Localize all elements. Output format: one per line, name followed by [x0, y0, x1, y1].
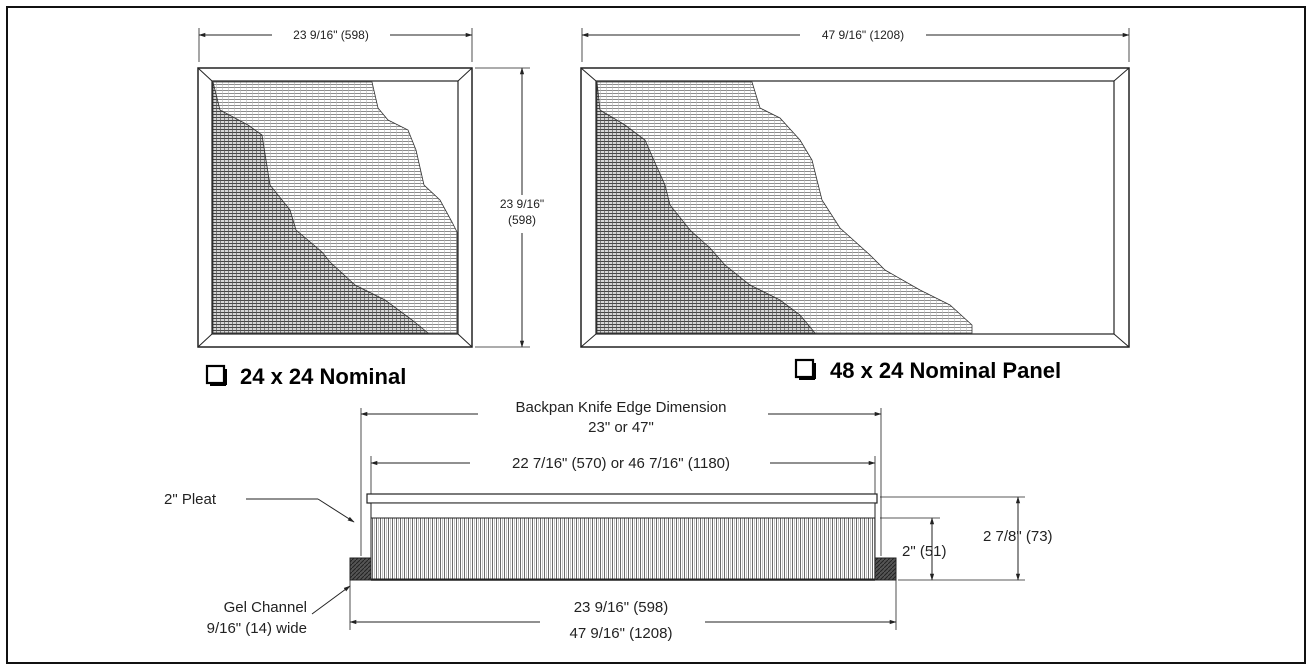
outer-width-label: 23 9/16" (598) [574, 599, 669, 616]
gel-channel-leader [311, 585, 351, 615]
pleat-height-label: 2" (51) [902, 543, 947, 560]
gel-channel-label: Gel Channel [224, 599, 307, 616]
gel-channel-right [874, 557, 897, 581]
panel-48-view: 47 9/16" (1208) 48 x 24 Nominal Panel [580, 27, 1130, 383]
panel-24-title: 24 x 24 Nominal [240, 364, 406, 389]
panel-24-width-label: 23 9/16" (598) [293, 28, 369, 42]
outer-width-metric-label: 47 9/16" (1208) [570, 625, 673, 642]
panel-24-view: 23 9/16" (598) 23 9/16" (598) 24 x 24 No… [197, 27, 547, 389]
panel-48-media-dark [596, 81, 816, 334]
section-view: Backpan Knife Edge Dimension 23" or 47" … [164, 398, 1053, 642]
panel-24-height-label-2: (598) [508, 213, 536, 227]
panel-24-height-label-1: 23 9/16" [500, 197, 544, 211]
inner-width-label: 22 7/16" (570) or 46 7/16" (1180) [512, 455, 730, 472]
panel-48-checkbox-icon [794, 358, 815, 379]
panel-24-media-dark [212, 81, 430, 334]
panel-48-title: 48 x 24 Nominal Panel [830, 358, 1061, 383]
panel-48-width-label: 47 9/16" (1208) [822, 28, 904, 42]
knife-edge-label: Backpan Knife Edge Dimension [516, 399, 727, 416]
page-border [6, 6, 1306, 664]
gel-channel-left [349, 557, 372, 581]
pleat-leader [317, 498, 355, 523]
filter-frame-top [366, 493, 878, 504]
knife-edge-sublabel: 23" or 47" [588, 419, 654, 436]
total-height-label: 2 7/8" (73) [983, 528, 1053, 545]
pleat-media [370, 517, 876, 580]
pleat-label: 2" Pleat [164, 491, 217, 508]
gel-channel-width-label: 9/16" (14) wide [207, 620, 307, 637]
panel-24-checkbox-icon [205, 364, 226, 385]
